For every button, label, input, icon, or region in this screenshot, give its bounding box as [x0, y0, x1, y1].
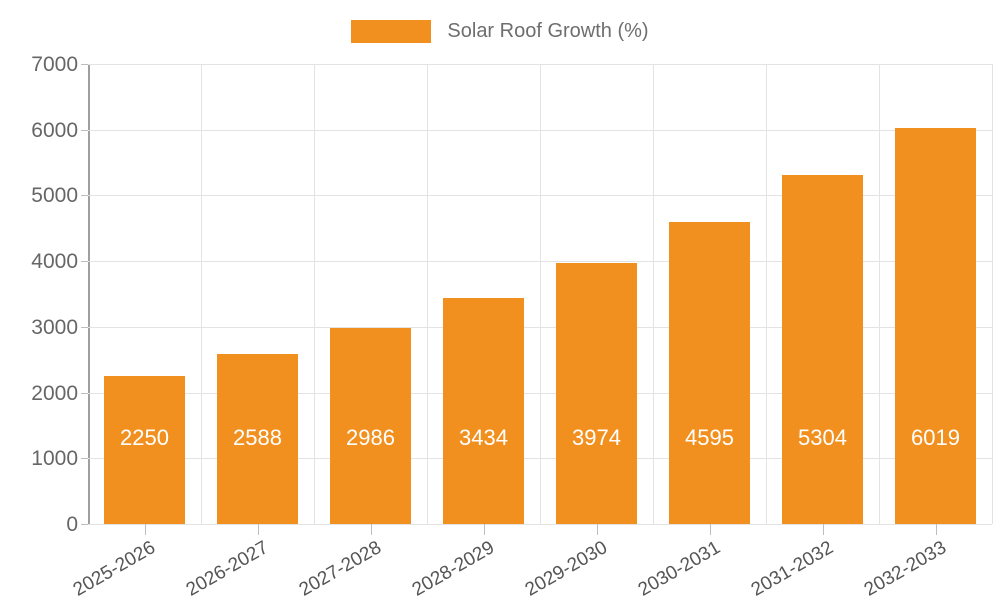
y-axis-tick-label: 3000	[31, 315, 78, 339]
y-axis-tick-label: 0	[66, 513, 78, 536]
x-axis-tick-label: 2026-2027	[182, 537, 272, 601]
x-axis-tick-mark	[145, 524, 146, 535]
x-axis-tick-mark	[597, 524, 598, 535]
y-axis-tick-mark	[81, 64, 88, 65]
y-axis-tick-mark	[81, 261, 88, 263]
legend-label-solar-roof-growth: Solar Roof Growth (%)	[447, 20, 649, 42]
y-axis-tick-label: 1000	[31, 447, 78, 471]
legend-color-swatch-solar-roof-growth	[351, 19, 432, 43]
bar[interactable]: 4595	[669, 222, 750, 524]
bar-value-label: 3974	[572, 425, 621, 450]
x-axis-tick-mark	[710, 524, 711, 535]
x-axis-tick-labels: 2025-2026 2026-2027 2027-2028 2028-2029 2029…	[70, 524, 992, 601]
y-axis-tick-label: 7000	[31, 53, 78, 76]
y-axis-tick-label: 4000	[31, 250, 78, 274]
bar-value-label: 2250	[120, 425, 169, 450]
bar[interactable]: 2986	[330, 327, 411, 524]
y-axis-line	[88, 64, 90, 525]
x-axis-tick-label: 2030-2031	[634, 537, 724, 601]
y-axis-tick-mark	[81, 129, 88, 131]
plot-area: 2250 2588 2986 3434 3974 4595 5304 6019	[81, 64, 993, 535]
x-axis-tick-label: 2025-2026	[69, 537, 159, 601]
gridline-horizontal	[88, 524, 992, 525]
x-axis-tick-label: 2028-2029	[408, 537, 498, 601]
chart-legend: Solar Roof Growth (%)	[0, 12, 1000, 50]
x-axis-tick-mark	[823, 524, 824, 535]
y-axis-tick-mark	[81, 195, 88, 197]
x-axis-tick-label: 2027-2028	[295, 537, 385, 601]
gridline-vertical	[766, 64, 767, 524]
bar-value-label: 6019	[911, 425, 960, 450]
bar[interactable]: 6019	[895, 128, 976, 524]
bar-value-label: 2588	[233, 425, 282, 450]
gridline-vertical	[540, 64, 541, 524]
bar[interactable]: 2588	[217, 353, 298, 524]
y-axis-tick-mark	[81, 392, 88, 394]
x-axis-tick-mark	[484, 524, 485, 535]
y-axis-tick-mark	[81, 458, 88, 460]
bar[interactable]: 5304	[782, 175, 863, 524]
bar[interactable]: 3974	[556, 262, 637, 524]
bar[interactable]: 2250	[104, 376, 185, 524]
x-axis-tick-mark	[258, 524, 259, 535]
gridline-vertical	[314, 64, 315, 524]
y-axis-tick-labels: 0 1000 2000 3000 4000 5000 6000 7000	[0, 54, 78, 535]
x-axis-tick-label: 2032-2033	[860, 537, 950, 601]
bar-value-label: 4595	[685, 425, 734, 450]
x-axis-tick-mark	[371, 524, 372, 535]
bar-value-label: 2986	[346, 425, 395, 450]
y-axis-tick-mark	[81, 524, 88, 525]
y-axis-tick-label: 2000	[31, 381, 78, 405]
x-axis-tick-mark	[936, 524, 937, 535]
gridline-vertical	[992, 64, 993, 524]
gridline-vertical	[201, 64, 202, 524]
bar[interactable]: 3434	[443, 298, 524, 524]
gridline-vertical	[653, 64, 654, 524]
y-axis-tick-label: 5000	[31, 184, 78, 208]
y-axis-tick-mark	[81, 326, 88, 328]
bar-value-label: 5304	[798, 425, 847, 450]
y-axis-tick-label: 6000	[31, 118, 78, 142]
x-axis-tick-label: 2031-2032	[747, 537, 837, 601]
gridline-vertical	[879, 64, 880, 524]
x-axis-tick-label: 2029-2030	[521, 537, 611, 601]
bar-value-label: 3434	[459, 425, 508, 450]
gridline-vertical	[427, 64, 428, 524]
